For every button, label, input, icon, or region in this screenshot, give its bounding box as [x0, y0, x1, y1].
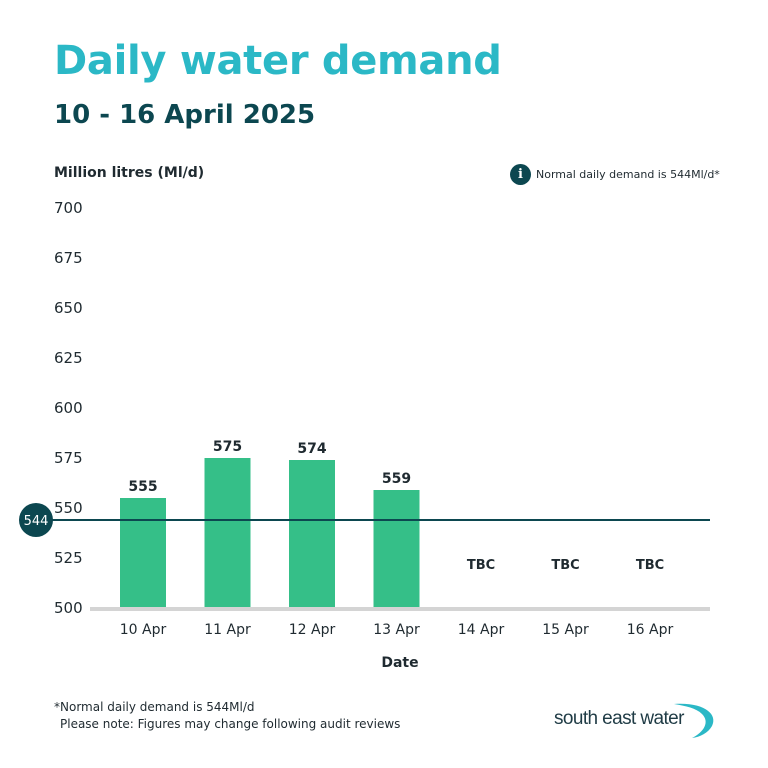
bar-value-label: 559 — [382, 471, 411, 487]
y-axis-label: Million litres (Ml/d) — [54, 165, 205, 181]
chart-subtitle: 10 - 16 April 2025 — [54, 100, 316, 130]
y-tick-label: 625 — [54, 349, 83, 367]
tbc-label: TBC — [551, 558, 579, 573]
bar-12-apr — [289, 460, 335, 608]
x-axis-label: Date — [381, 655, 418, 671]
y-tick-label: 575 — [54, 449, 83, 467]
south-east-water-logo: south east water — [554, 700, 724, 740]
x-tick-label: 13 Apr — [373, 622, 420, 638]
bar-value-label: 555 — [128, 479, 157, 495]
normal-demand-marker — [19, 503, 53, 537]
y-tick-label: 700 — [54, 199, 83, 217]
normal-demand-note: i Normal daily demand is 544Ml/d* — [510, 164, 720, 185]
bar-10-apr — [120, 498, 166, 608]
logo-swoosh-icon — [674, 703, 714, 738]
footnote-line-2: Please note: Figures may change followin… — [60, 717, 401, 731]
x-tick-label: 12 Apr — [289, 622, 336, 638]
x-tick-label: 15 Apr — [542, 622, 589, 638]
info-icon: i — [510, 164, 531, 185]
tbc-label: TBC — [467, 558, 495, 573]
normal-demand-text: Normal daily demand is 544Ml/d* — [536, 168, 720, 181]
x-tick-label: 11 Apr — [204, 622, 251, 638]
footnote: *Normal daily demand is 544Ml/d Please n… — [54, 699, 400, 733]
bar-13-apr — [373, 490, 420, 608]
y-tick-label: 650 — [54, 299, 83, 317]
bar-value-label: 575 — [213, 439, 242, 455]
y-tick-label: 525 — [54, 549, 83, 567]
x-tick-label: 14 Apr — [458, 622, 505, 638]
footnote-line-1: *Normal daily demand is 544Ml/d — [54, 700, 255, 714]
y-tick-label: 500 — [54, 599, 83, 617]
bar-11-apr — [204, 458, 251, 608]
x-tick-label: 16 Apr — [627, 622, 674, 638]
tbc-label: TBC — [636, 558, 664, 573]
y-tick-label: 550 — [54, 499, 83, 517]
normal-demand-marker-label: 544 — [24, 514, 49, 529]
y-tick-label: 600 — [54, 399, 83, 417]
bar-value-label: 574 — [297, 441, 326, 457]
chart-title: Daily water demand — [54, 38, 502, 84]
x-tick-label: 10 Apr — [120, 622, 167, 638]
y-tick-label: 675 — [54, 249, 83, 267]
brand-name: south east water — [554, 708, 684, 729]
bar-chart: 500 525 550 575 600 625 650 675 700 555 10 Apr 575 1… — [19, 199, 710, 671]
